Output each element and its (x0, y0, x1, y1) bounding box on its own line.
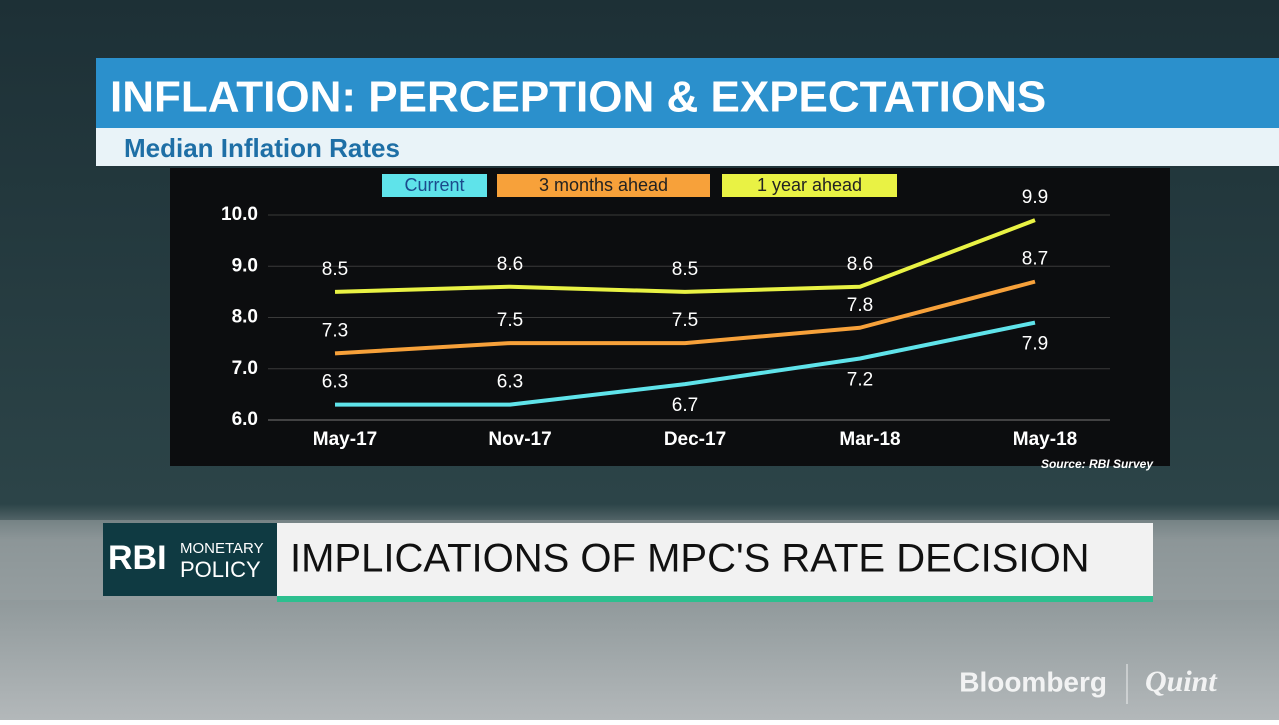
chart-source: Source: RBI Survey (1041, 457, 1154, 471)
data-label: 7.8 (847, 295, 873, 316)
data-label: 7.3 (322, 320, 348, 341)
data-label: 8.5 (672, 259, 698, 280)
data-label: 7.2 (847, 370, 873, 391)
y-tick-label: 9.0 (232, 255, 258, 276)
data-label: 6.3 (497, 372, 523, 393)
data-label: 6.3 (322, 372, 348, 393)
data-label: 8.6 (497, 254, 523, 275)
y-tick-label: 7.0 (232, 358, 258, 379)
legend-label: 1 year ahead (757, 175, 862, 195)
chart-subtitle: Median Inflation Rates (124, 133, 400, 163)
x-tick-label: Nov-17 (488, 429, 551, 450)
title-bar (96, 58, 1279, 128)
series-line (335, 320, 1036, 407)
logo-left: Bloomberg (959, 666, 1107, 697)
y-tick-label: 8.0 (232, 307, 258, 328)
series-line (334, 218, 1036, 294)
x-tick-label: Mar-18 (839, 429, 900, 450)
data-label: 7.9 (1022, 334, 1048, 355)
y-tick-label: 10.0 (221, 204, 258, 225)
data-label: 7.5 (497, 310, 523, 331)
headline: IMPLICATIONS OF MPC'S RATE DECISION (290, 537, 1090, 581)
brand-line: POLICY (180, 557, 261, 582)
subtitle-bar (96, 128, 1279, 166)
x-tick-label: May-18 (1013, 429, 1077, 450)
brand-line: MONETARY (180, 540, 264, 557)
legend-label: Current (404, 175, 464, 195)
brand-box (103, 523, 277, 596)
headline-underline (277, 596, 1153, 602)
y-tick-label: 6.0 (232, 409, 258, 430)
data-label: 8.7 (1022, 249, 1048, 270)
data-label: 8.5 (322, 259, 348, 280)
headline-bar (277, 523, 1153, 596)
data-label: 8.6 (847, 254, 873, 275)
legend-label: 3 months ahead (539, 175, 668, 195)
legend-swatch (382, 174, 487, 197)
brand: RBI (108, 539, 167, 577)
series-line (334, 279, 1036, 356)
x-tick-label: Dec-17 (664, 429, 726, 450)
x-tick-label: May-17 (313, 429, 377, 450)
legend-swatch (497, 174, 710, 197)
data-label: 9.9 (1022, 187, 1048, 208)
logo-right: Quint (1145, 665, 1218, 698)
data-label: 6.7 (672, 395, 698, 416)
data-label: 7.5 (672, 310, 698, 331)
chart-title: INFLATION: PERCEPTION & EXPECTATIONS (110, 73, 1046, 122)
legend-swatch (722, 174, 897, 197)
plot: 6.0 7.0 8.0 9.0 10.0 May-17 Nov-17 Dec-17 Mar-18… (221, 174, 1110, 450)
